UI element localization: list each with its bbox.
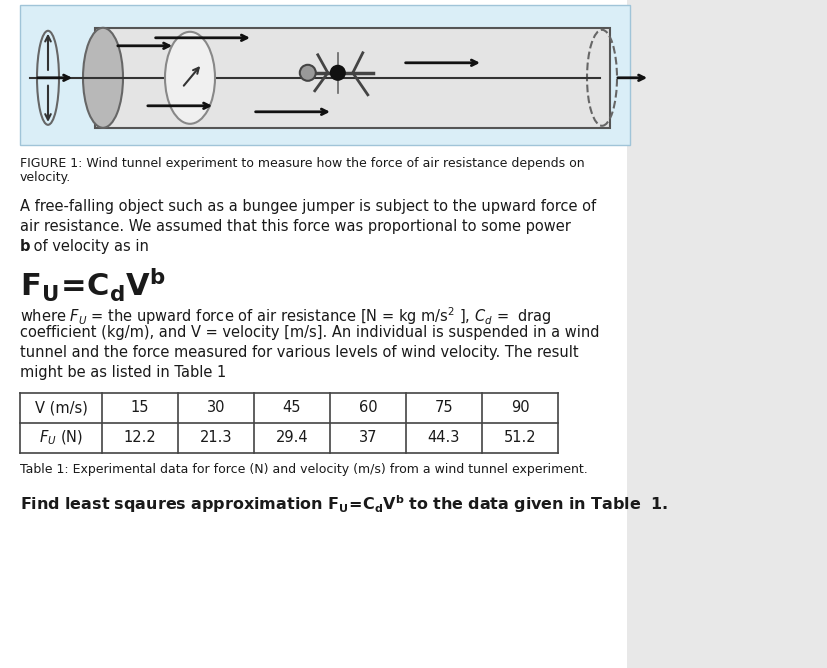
Text: $\mathbf{F_U\!=\!C_d V^b}$: $\mathbf{F_U\!=\!C_d V^b}$ <box>20 267 166 304</box>
Text: coefficient (kg/m), and V = velocity [m/s]. An individual is suspended in a wind: coefficient (kg/m), and V = velocity [m/… <box>20 325 600 340</box>
Text: 90: 90 <box>511 401 529 415</box>
Text: 15: 15 <box>131 401 149 415</box>
Bar <box>627 0 827 668</box>
Text: 45: 45 <box>283 401 301 415</box>
Text: 12.2: 12.2 <box>123 430 156 446</box>
Text: $F_U$ (N): $F_U$ (N) <box>39 429 83 447</box>
Text: 37: 37 <box>359 430 377 446</box>
Ellipse shape <box>300 65 316 81</box>
Ellipse shape <box>165 32 215 124</box>
Text: 29.4: 29.4 <box>275 430 308 446</box>
Text: $\mathbf{Find\ least\ sqaures\ approximation\ }$$\mathbf{F_U\!=\!C_dV^b}$$\mathb: $\mathbf{Find\ least\ sqaures\ approxima… <box>20 493 668 515</box>
Text: 21.3: 21.3 <box>200 430 232 446</box>
Text: 60: 60 <box>359 401 377 415</box>
Text: 51.2: 51.2 <box>504 430 537 446</box>
Ellipse shape <box>331 66 345 79</box>
Bar <box>20 5 630 145</box>
Text: tunnel and the force measured for various levels of wind velocity. The result: tunnel and the force measured for variou… <box>20 345 579 360</box>
Text: Table 1: Experimental data for force (N) and velocity (m/s) from a wind tunnel e: Table 1: Experimental data for force (N)… <box>20 463 588 476</box>
Text: 30: 30 <box>207 401 225 415</box>
Text: of velocity as in: of velocity as in <box>29 239 149 254</box>
Text: 75: 75 <box>435 401 453 415</box>
Text: velocity.: velocity. <box>20 171 71 184</box>
Ellipse shape <box>83 28 123 128</box>
Text: A free-falling object such as a bungee jumper is subject to the upward force of: A free-falling object such as a bungee j… <box>20 199 596 214</box>
Text: air resistance. We assumed that this force was proportional to some power: air resistance. We assumed that this for… <box>20 219 571 234</box>
Text: b: b <box>20 239 31 254</box>
Text: FIGURE 1: Wind tunnel experiment to measure how the force of air resistance depe: FIGURE 1: Wind tunnel experiment to meas… <box>20 157 585 170</box>
Text: 44.3: 44.3 <box>428 430 460 446</box>
Text: where $F_U$ = the upward force of air resistance [N = kg m/s$^2$ ], $C_d$ =  dra: where $F_U$ = the upward force of air re… <box>20 305 552 327</box>
Text: V (m/s): V (m/s) <box>35 401 88 415</box>
Bar <box>95 28 610 128</box>
Text: might be as listed in Table 1: might be as listed in Table 1 <box>20 365 227 380</box>
